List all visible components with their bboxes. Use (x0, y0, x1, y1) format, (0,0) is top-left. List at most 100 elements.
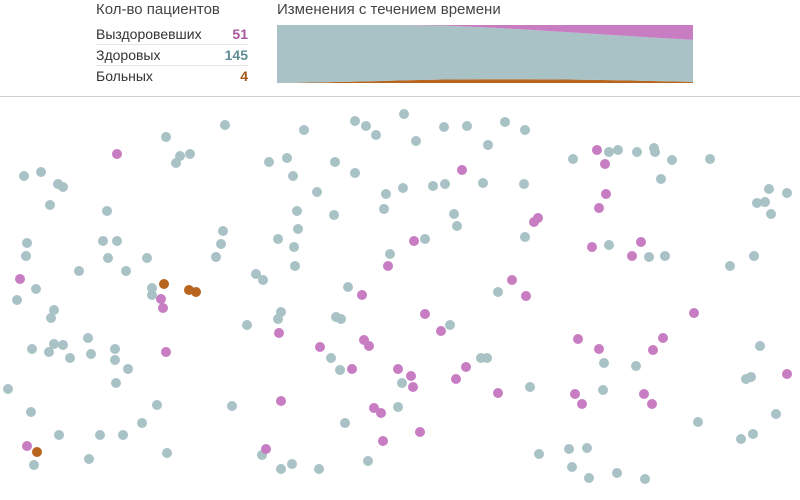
patient-dot-recovered (594, 344, 604, 354)
patient-dot-healthy (371, 130, 381, 140)
patient-dot-recovered (587, 242, 597, 252)
patient-dot-healthy (282, 153, 292, 163)
patient-dot-healthy (292, 206, 302, 216)
patient-dot-healthy (95, 430, 105, 440)
patient-dot-recovered (529, 217, 539, 227)
patient-dot-healthy (482, 353, 492, 363)
patient-dot-healthy (121, 266, 131, 276)
patient-dot-healthy (123, 364, 133, 374)
patient-dot-healthy (330, 157, 340, 167)
patient-dot-healthy (478, 178, 488, 188)
patient-dot-healthy (171, 158, 181, 168)
patient-dot-recovered (451, 374, 461, 384)
patient-dot-healthy (242, 320, 252, 330)
patient-dot-recovered (274, 328, 284, 338)
patient-dot-recovered (573, 334, 583, 344)
patient-dot-healthy (289, 242, 299, 252)
patient-dot-healthy (276, 307, 286, 317)
patient-dot-healthy (118, 430, 128, 440)
patient-dot-healthy (152, 400, 162, 410)
patient-dot-recovered (408, 382, 418, 392)
patient-dot-healthy (748, 429, 758, 439)
patient-dot-healthy (449, 209, 459, 219)
patient-dot-healthy (725, 261, 735, 271)
patient-dot-healthy (667, 155, 677, 165)
patient-dot-healthy (29, 460, 39, 470)
patient-dot-recovered (601, 189, 611, 199)
patient-dot-healthy (211, 252, 221, 262)
patient-dot-healthy (599, 358, 609, 368)
patient-dot-healthy (112, 236, 122, 246)
patient-dot-healthy (385, 249, 395, 259)
patient-dot-healthy (251, 269, 261, 279)
patient-dot-healthy (398, 183, 408, 193)
patient-dot-recovered (376, 408, 386, 418)
patient-dot-recovered (689, 308, 699, 318)
patient-dot-healthy (84, 454, 94, 464)
patient-dot-recovered (409, 236, 419, 246)
patient-dot-healthy (86, 349, 96, 359)
patient-dot-healthy (564, 444, 574, 454)
patient-dot-healthy (147, 290, 157, 300)
patient-dot-healthy (142, 253, 152, 263)
patient-dot-healthy (36, 167, 46, 177)
patient-dot-healthy (582, 443, 592, 453)
patient-dot-healthy (185, 149, 195, 159)
patient-dot-healthy (631, 361, 641, 371)
patient-dot-recovered (22, 441, 32, 451)
patient-dot-healthy (660, 251, 670, 261)
patients-count-title: Кол-во пациентов (96, 1, 220, 18)
patient-dot-healthy (755, 341, 765, 351)
area-series-healthy (277, 25, 693, 83)
patient-dot-healthy (288, 171, 298, 181)
patient-dot-recovered (658, 333, 668, 343)
patient-dot-healthy (397, 378, 407, 388)
patient-dot-healthy (22, 238, 32, 248)
patient-dot-healthy (604, 240, 614, 250)
patient-dot-healthy (760, 197, 770, 207)
patient-dot-recovered (636, 237, 646, 247)
patient-dot-healthy (520, 125, 530, 135)
patient-dot-healthy (656, 174, 666, 184)
patient-dot-healthy (752, 198, 762, 208)
patient-dot-healthy (766, 209, 776, 219)
patient-dot-healthy (746, 372, 756, 382)
patient-dot-healthy (161, 132, 171, 142)
patient-dot-healthy (314, 464, 324, 474)
patient-dot-recovered (647, 399, 657, 409)
patient-dot-healthy (264, 157, 274, 167)
patient-dot-healthy (568, 154, 578, 164)
patient-dot-healthy (534, 449, 544, 459)
sick-count: 4 (240, 68, 248, 84)
stat-row-recovered: Выздоровевших 51 (96, 24, 248, 45)
patient-dot-recovered (393, 364, 403, 374)
patient-dot-healthy (293, 224, 303, 234)
patient-dot-healthy (287, 459, 297, 469)
patient-dot-healthy (103, 253, 113, 263)
patient-dot-recovered (15, 274, 25, 284)
patient-dot-healthy (736, 434, 746, 444)
patient-dot-recovered (594, 203, 604, 213)
patient-dot-recovered (369, 403, 379, 413)
divider (0, 96, 800, 97)
patient-dot-healthy (49, 305, 59, 315)
patient-dot-healthy (439, 122, 449, 132)
patient-dot-healthy (749, 251, 759, 261)
patient-dot-healthy (650, 147, 660, 157)
patient-dot-healthy (46, 313, 56, 323)
patient-dot-recovered (627, 251, 637, 261)
patient-dot-healthy (632, 147, 642, 157)
patient-dot-sick (32, 447, 42, 457)
patient-dot-healthy (350, 168, 360, 178)
patient-dot-recovered (592, 145, 602, 155)
patient-dot-healthy (218, 226, 228, 236)
patient-dot-healthy (462, 121, 472, 131)
patient-dot-healthy (54, 430, 64, 440)
patient-dot-recovered (156, 294, 166, 304)
patient-dot-healthy (44, 347, 54, 357)
patient-dot-healthy (644, 252, 654, 262)
patient-dot-sick (159, 279, 169, 289)
patient-dot-healthy (381, 189, 391, 199)
patient-dot-healthy (613, 145, 623, 155)
patient-dot-healthy (420, 234, 430, 244)
